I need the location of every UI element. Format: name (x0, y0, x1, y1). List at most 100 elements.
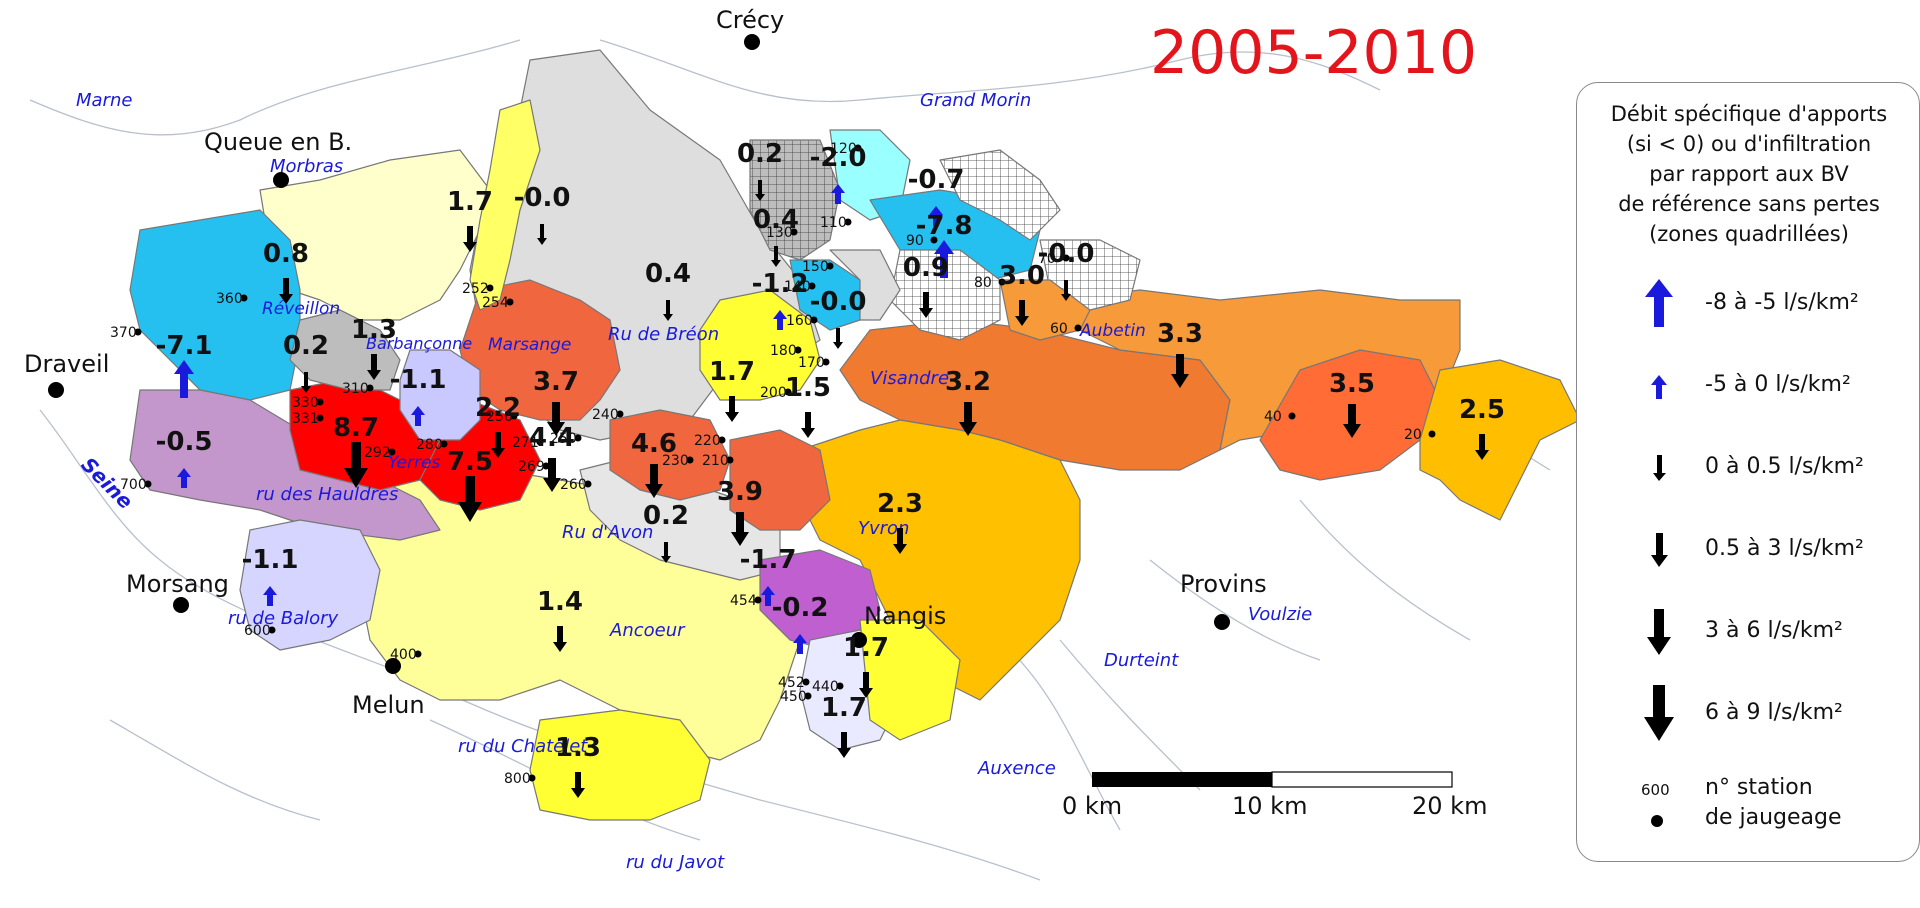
legend-title-line: par rapport aux BV (1649, 162, 1849, 186)
legend-class-label: 0.5 à 3 l/s/km² (1705, 536, 1864, 561)
legend-title-line: de référence sans pertes (1618, 192, 1880, 216)
subbasin-value: 8.7 (333, 413, 379, 443)
subbasin-value: 2.5 (1459, 395, 1505, 425)
river-label: Auxence (977, 758, 1056, 779)
river-label: Morbras (270, 156, 343, 177)
town-label: Crécy (716, 6, 784, 34)
station-dot-icon (1651, 815, 1663, 827)
station-dot-icon (844, 218, 852, 226)
station-dot-icon (506, 298, 514, 306)
station-number: 160 (786, 313, 813, 329)
station-number: 210 (702, 453, 729, 469)
town-label: Nangis (864, 602, 946, 630)
station-dot-icon (528, 774, 536, 782)
station-number: 70 (1038, 251, 1056, 267)
legend-class-5: 3 à 6 l/s/km² (1577, 601, 1920, 661)
flow-arrow-icon (755, 180, 765, 201)
subbasin-value: -1.2 (752, 269, 809, 299)
flow-arrow-icon (543, 458, 561, 492)
legend-station-label: de jaugeage (1705, 805, 1842, 830)
legend-class-3: 0 à 0.5 l/s/km² (1577, 437, 1920, 497)
station-number: 120 (830, 141, 857, 157)
subbasin-value: -0.5 (156, 427, 213, 457)
subbasin-yerres-amont (399, 349, 481, 441)
station-dot-icon (316, 398, 324, 406)
station-dot-icon (440, 440, 448, 448)
flow-arrow-icon (771, 246, 781, 267)
legend-class-2: -5 à 0 l/s/km² (1577, 355, 1920, 415)
scale-label-20: 20 km (1412, 792, 1488, 820)
blue-arrow-up-large-icon (1645, 279, 1673, 327)
subbasin-value: 2.3 (877, 489, 923, 519)
flow-arrow-icon (959, 402, 977, 436)
station-dot-icon (854, 144, 862, 152)
station-dot-icon (754, 596, 762, 604)
station-number: 240 (592, 407, 619, 423)
flow-arrow-icon (831, 184, 845, 204)
station-dot-icon (794, 346, 802, 354)
station-dot-icon (718, 436, 726, 444)
river-label: ru du Javot (626, 852, 725, 873)
flow-arrow-icon (731, 512, 749, 546)
river-label: Réveillon (262, 299, 340, 319)
subbasin-nord-gris (749, 139, 841, 261)
flow-arrow-icon (279, 278, 293, 304)
station-number: 280 (416, 437, 443, 453)
flow-arrow-icon (837, 732, 851, 758)
flow-arrow-icon (893, 528, 907, 554)
legend-station-number: 600 (1641, 781, 1670, 799)
flow-arrow-icon (859, 672, 873, 698)
flow-arrow-icon (934, 240, 954, 278)
river-label: Ru d'Avon (562, 522, 653, 543)
station-dot-icon (998, 278, 1006, 286)
subbasin-est-2-5 (1419, 359, 1581, 521)
station-dot-icon (616, 410, 624, 418)
subbasin-haudres (129, 389, 441, 541)
station-number: 110 (820, 215, 847, 231)
station-dot-icon (1062, 254, 1070, 262)
flow-arrow-icon (571, 772, 585, 798)
subbasin-3-9 (729, 429, 831, 531)
station-number: 600 (244, 623, 271, 639)
subbasin-value: 2.2 (475, 393, 521, 423)
subbasin-value: 0.9 (903, 253, 949, 283)
station-number: 450 (780, 689, 807, 705)
river-label: Grand Morin (920, 90, 1031, 111)
subbasin-value: -7.8 (916, 211, 973, 241)
subbasin-value: 1.3 (351, 315, 397, 345)
subbasin-value: -2.0 (810, 143, 867, 173)
subbasin-value: -0.0 (514, 183, 571, 213)
flow-arrow-icon (174, 360, 194, 398)
town-label: Morsang (126, 570, 229, 598)
station-number: 256 (486, 409, 513, 425)
legend-title: Débit spécifique d'apports (si < 0) ou d… (1577, 99, 1920, 249)
subbasin-value: 3.5 (1329, 369, 1375, 399)
station-number: 271 (512, 435, 539, 451)
subbasin-value: 0.4 (753, 205, 799, 235)
river-label: Yvron (858, 518, 909, 539)
subbasin-value: 0.4 (645, 259, 691, 289)
station-dot-icon (790, 228, 798, 236)
station-number: 180 (770, 343, 797, 359)
station-dot-icon (822, 358, 830, 366)
subbasin-balory (239, 519, 381, 651)
station-number: 360 (216, 291, 243, 307)
legend-class-label: 6 à 9 l/s/km² (1705, 700, 1843, 725)
river-label: ru de Balory (228, 608, 339, 629)
station-dot-icon (804, 692, 812, 700)
scale-label-0: 0 km (1062, 792, 1123, 820)
station-dot-icon (808, 282, 816, 290)
legend-class-label: 0 à 0.5 l/s/km² (1705, 454, 1864, 479)
subbasin-nord-hatch (939, 149, 1061, 241)
town-label: Provins (1180, 570, 1267, 598)
river-label: Yerres (388, 453, 440, 473)
flow-arrow-icon (553, 626, 567, 652)
station-number: 150 (802, 259, 829, 275)
station-number: 330 (292, 395, 319, 411)
subbasin-yellow-mid (699, 289, 821, 401)
subbasin-yellow-strip (469, 99, 541, 311)
station-number: 370 (110, 325, 137, 341)
subbasin-1-7-south (859, 619, 961, 741)
flow-arrow-icon (1343, 404, 1361, 438)
